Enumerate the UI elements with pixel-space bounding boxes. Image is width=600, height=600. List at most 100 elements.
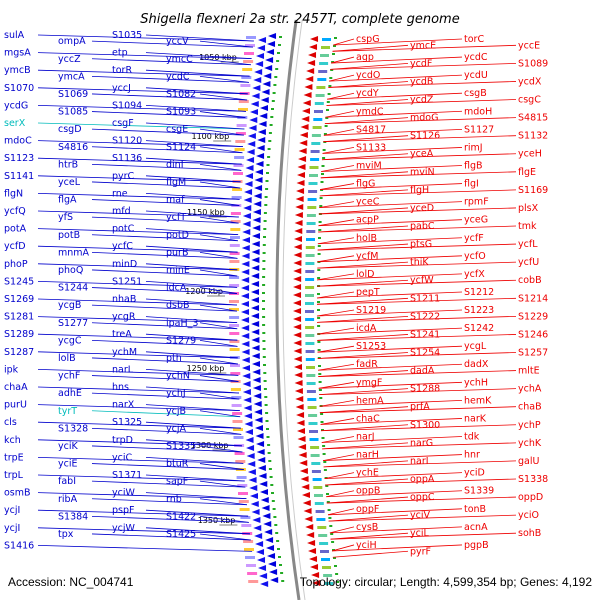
gene-name: thiK (410, 257, 429, 268)
gene-name: S1222 (410, 311, 440, 322)
gene-name: chaA (4, 382, 28, 393)
gene-leader-line (317, 273, 463, 281)
gc-skew-mark (267, 452, 271, 454)
gene-leader-line (319, 399, 355, 407)
gc-skew-mark (262, 332, 266, 334)
gene-label: sapF (166, 476, 246, 488)
cog-block (237, 484, 248, 487)
reverse-gene-mark (293, 348, 302, 354)
gene-name: ychA (518, 384, 542, 395)
gene-name: tdk (464, 432, 480, 443)
gene-label: oppA (325, 474, 435, 486)
gene-label: flgE (320, 167, 536, 179)
gene-leader-line (325, 110, 463, 118)
gene-name: flgA (58, 195, 77, 206)
gene-label: S1277 (58, 318, 238, 330)
kbp-tick-label: 1300 kbp (191, 441, 229, 450)
right-strand-genes: cspG ymcE torC yccE agp ycdF ycdC S1089 ycdO ycdB… (316, 34, 548, 558)
gene-name: ycfW (410, 275, 434, 286)
gc-skew-mark (262, 324, 266, 326)
gene-label: pth (166, 353, 238, 365)
feature-tracks (229, 19, 340, 600)
forward-gene-mark (251, 257, 260, 263)
forward-gene-mark (243, 205, 252, 211)
forward-gene-mark (244, 181, 253, 187)
gene-name: pyrF (410, 546, 431, 557)
gene-label: yccE (332, 40, 540, 52)
gene-leader-line (199, 111, 246, 118)
reverse-gene-mark (294, 236, 303, 242)
gc-skew-mark (318, 381, 322, 383)
gene-label: ompA (58, 36, 254, 48)
gene-label: plsX (318, 203, 539, 215)
cog-block (239, 508, 250, 511)
gene-leader-line (319, 406, 517, 414)
gene-label: S1082 (166, 89, 248, 101)
gene-label: S1371 (112, 470, 245, 482)
gc-skew-mark (332, 549, 335, 551)
gene-leader-line (316, 309, 463, 317)
gene-leader-line (319, 388, 409, 396)
reverse-gene-mark (308, 548, 317, 554)
gene-label: ptsG (317, 239, 432, 251)
reverse-gene-mark (296, 412, 305, 418)
cog-block (238, 500, 249, 503)
gene-name: narK (464, 413, 487, 424)
cog-block (308, 422, 318, 425)
gene-name: torR (112, 65, 132, 76)
forward-gene-mark (252, 369, 261, 375)
reverse-gene-mark (305, 524, 314, 530)
gc-skew-mark (328, 517, 332, 519)
cog-block (229, 332, 240, 335)
forward-gene-mark (257, 465, 266, 471)
gene-label: S1123 (4, 153, 242, 165)
forward-gene-mark (258, 565, 267, 571)
gene-name: cspG (356, 34, 380, 45)
gene-leader-line (317, 327, 463, 335)
gene-label: narL (112, 364, 239, 376)
gene-label: fabI (58, 476, 246, 488)
gene-leader-line (37, 52, 252, 59)
gc-skew-mark (278, 556, 281, 558)
gene-leader-line (323, 460, 517, 468)
gene-name: yciK (58, 441, 78, 452)
cog-block (230, 228, 241, 231)
cog-block (321, 558, 330, 561)
gc-skew-mark (262, 340, 266, 342)
gene-label: hns (112, 382, 240, 394)
gene-leader-line (145, 333, 238, 341)
reverse-gene-mark (307, 540, 316, 546)
reverse-gene-mark (300, 476, 309, 482)
gene-name: csgC (518, 95, 541, 106)
gene-leader-line (145, 281, 238, 288)
gene-leader-line (317, 352, 517, 359)
gene-label: S4816 (58, 142, 243, 154)
gene-label: S1211 (316, 293, 440, 305)
gene-name: minD (112, 259, 137, 270)
reverse-gene-mark (299, 132, 308, 138)
cog-block (306, 366, 315, 369)
gene-name: yccJ (112, 83, 131, 94)
reverse-gene-mark (308, 52, 317, 58)
gene-label: ycfD (4, 241, 238, 253)
gene-label: pspF (112, 505, 249, 517)
forward-gene-mark (247, 469, 256, 475)
reverse-gene-mark (306, 68, 315, 74)
reverse-gene-mark (302, 500, 311, 506)
gene-leader-line (318, 207, 409, 215)
gc-skew-mark (263, 220, 267, 222)
gene-label: potB (58, 230, 238, 242)
gene-name: ycfL (518, 239, 538, 250)
gene-leader-line (325, 478, 517, 486)
cog-block (316, 518, 326, 521)
gc-skew-mark (331, 541, 335, 543)
forward-gene-mark (257, 129, 266, 135)
gene-label: yciV (328, 510, 430, 522)
gene-label: yciH (331, 540, 377, 552)
gene-name: S1244 (58, 283, 88, 294)
forward-gene-mark (267, 553, 276, 559)
gene-name: ycfF (464, 233, 484, 244)
gc-skew-mark (266, 428, 269, 430)
reverse-gene-mark (299, 460, 308, 466)
